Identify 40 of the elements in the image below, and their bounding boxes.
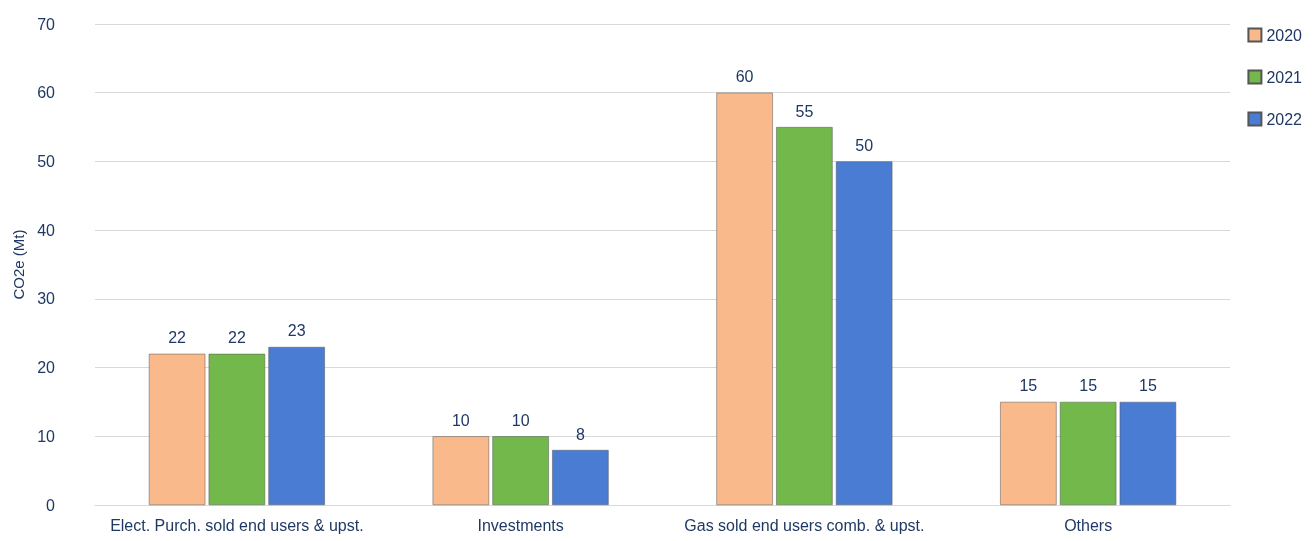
y-tick-label: 20 [37, 359, 56, 377]
data-label: 22 [168, 329, 187, 347]
data-label: 60 [735, 68, 754, 86]
bar [1059, 401, 1117, 505]
data-label: 10 [451, 411, 470, 429]
bar [208, 353, 266, 505]
x-tick-label: Gas sold end users comb. & upst. [684, 516, 925, 534]
y-tick-label: 10 [37, 427, 56, 445]
x-tick-label: Investments [477, 516, 564, 534]
data-label: 15 [1139, 377, 1157, 395]
legend-label: 2022 [1266, 110, 1303, 128]
bar [835, 161, 893, 505]
y-tick-label: 70 [37, 15, 56, 33]
data-label: 23 [287, 322, 306, 340]
bar [1000, 401, 1057, 505]
legend-label: 2021 [1266, 68, 1303, 86]
bar [492, 436, 549, 505]
bar [1119, 401, 1177, 505]
bar [432, 436, 490, 505]
data-label: 50 [855, 136, 874, 154]
x-tick-label: Others [1064, 516, 1113, 534]
y-tick-label: 30 [37, 290, 56, 308]
data-label: 15 [1019, 377, 1038, 395]
y-tick-label: 0 [46, 496, 56, 514]
data-label: 10 [511, 411, 530, 429]
data-label: 22 [227, 329, 246, 347]
y-tick-label: 60 [37, 84, 56, 102]
data-label: 55 [795, 102, 814, 120]
bar [716, 92, 773, 505]
bar [552, 450, 609, 505]
y-tick-label: 50 [37, 152, 56, 170]
data-label: 8 [575, 425, 585, 443]
bar [148, 353, 206, 505]
y-tick-label: 40 [37, 221, 56, 239]
bar [776, 127, 833, 505]
data-label: 15 [1079, 377, 1098, 395]
x-tick-label: Elect. Purch. sold end users & upst. [110, 516, 364, 534]
legend-label: 2020 [1266, 26, 1303, 44]
bar [268, 346, 325, 505]
y-axis-title: CO2e (Mt) [10, 229, 28, 300]
